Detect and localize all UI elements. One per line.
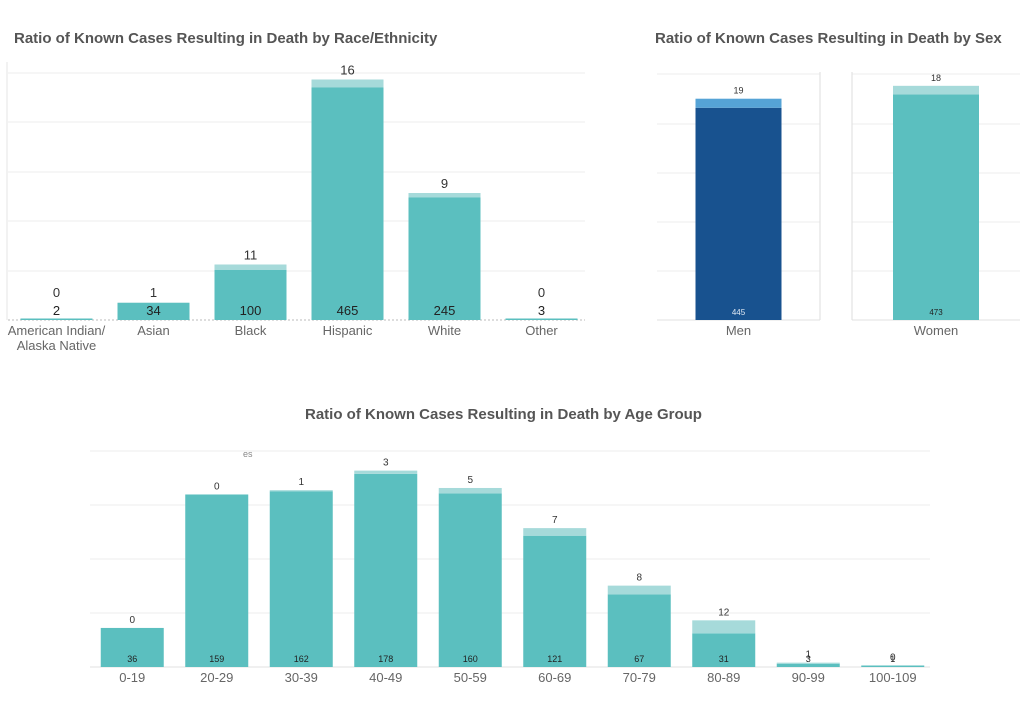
x-tick-label: Men (726, 323, 751, 338)
bar-cases-1 (117, 303, 190, 320)
cases-value-label: 121 (547, 654, 562, 664)
bar-cases-0 (100, 627, 164, 667)
sex-chart-title: Ratio of Known Cases Resulting in Death … (655, 30, 1002, 47)
bar-deaths-4 (438, 487, 502, 494)
x-tick-label: Asian (137, 323, 170, 338)
x-tick-label: 50-59 (454, 670, 487, 685)
cases-value-label: 473 (929, 308, 943, 317)
bar-deaths-3 (354, 470, 418, 474)
bar-deaths-1 (893, 85, 979, 95)
cases-value-label: 3 (538, 303, 545, 318)
bar-cases-3 (354, 473, 418, 667)
cases-value-label: 245 (434, 303, 456, 318)
deaths-value-label: 0 (538, 285, 545, 300)
bar-cases-0 (695, 107, 782, 321)
bar-deaths-0 (695, 98, 782, 108)
cases-value-label: 159 (209, 654, 224, 664)
bar-cases-9 (861, 665, 925, 667)
x-tick-label: 60-69 (538, 670, 571, 685)
x-tick-label: 30-39 (285, 670, 318, 685)
deaths-value-label: 0 (214, 481, 220, 492)
deaths-value-label: 0 (53, 285, 60, 300)
bar-cases-7 (692, 633, 756, 667)
x-tick-label: 100-109 (869, 670, 917, 685)
deaths-value-label: 0 (890, 653, 896, 664)
bar-deaths-1 (117, 302, 190, 303)
bar-cases-4 (408, 197, 481, 320)
bar-deaths-2 (269, 490, 333, 492)
race-chart-title: Ratio of Known Cases Resulting in Death … (14, 30, 438, 47)
bar-cases-2 (269, 491, 333, 667)
deaths-value-label: 18 (931, 73, 941, 83)
bar-deaths-2 (214, 264, 287, 270)
x-tick-label: Hispanic (323, 323, 373, 338)
bar-cases-8 (776, 663, 840, 667)
x-tick-label: 0-19 (119, 670, 145, 685)
x-tick-label: Black (235, 323, 267, 338)
bar-cases-5 (523, 535, 587, 667)
age-chart-title: Ratio of Known Cases Resulting in Death … (305, 406, 702, 423)
x-tick-label: 70-79 (623, 670, 656, 685)
cases-value-label: 162 (294, 654, 309, 664)
deaths-value-label: 11 (244, 248, 258, 263)
cases-value-label: 3 (806, 654, 811, 664)
bar-cases-4 (438, 493, 502, 667)
deaths-value-label: 1 (805, 650, 811, 661)
cases-value-label: 465 (337, 303, 359, 318)
bar-cases-0 (20, 318, 93, 320)
deaths-value-label: 9 (441, 176, 448, 191)
cases-value-label: 1 (890, 654, 895, 664)
x-tick-label: White (428, 323, 461, 338)
cases-value-label: 31 (719, 654, 729, 664)
cases-value-label: 100 (240, 303, 262, 318)
x-tick-label: 20-29 (200, 670, 233, 685)
cases-value-label: 36 (127, 654, 137, 664)
cases-value-label: 178 (378, 654, 393, 664)
x-tick-label: Alaska Native (17, 338, 96, 353)
x-tick-label: Women (914, 323, 959, 338)
x-tick-label: 80-89 (707, 670, 740, 685)
x-tick-label: American Indian/ (8, 323, 106, 338)
bar-deaths-3 (311, 79, 384, 88)
bar-cases-3 (311, 87, 384, 320)
deaths-value-label: 16 (340, 63, 354, 78)
bar-deaths-5 (523, 528, 587, 536)
x-tick-label: 90-99 (792, 670, 825, 685)
bar-deaths-8 (776, 662, 840, 664)
bar-cases-1 (893, 94, 979, 321)
deaths-value-label: 0 (129, 615, 135, 626)
deaths-value-label: 1 (298, 477, 304, 488)
bar-cases-5 (505, 318, 578, 320)
bar-cases-6 (607, 594, 671, 667)
bar-cases-1 (185, 494, 249, 667)
deaths-value-label: 5 (467, 475, 473, 486)
cases-value-label: 445 (732, 308, 746, 317)
deaths-value-label: 12 (718, 607, 730, 618)
bar-deaths-4 (408, 193, 481, 198)
stray-axis-fragment: es (243, 449, 253, 459)
bar-cases-2 (214, 270, 287, 320)
cases-value-label: 2 (53, 303, 60, 318)
deaths-value-label: 3 (383, 458, 389, 469)
bar-deaths-6 (607, 585, 671, 595)
x-tick-label: Other (525, 323, 558, 338)
x-tick-label: 40-49 (369, 670, 402, 685)
bar-deaths-7 (692, 620, 756, 634)
cases-value-label: 34 (146, 303, 160, 318)
cases-value-label: 67 (634, 654, 644, 664)
deaths-value-label: 19 (733, 86, 743, 96)
deaths-value-label: 1 (150, 285, 157, 300)
deaths-value-label: 8 (636, 573, 642, 584)
cases-value-label: 160 (463, 654, 478, 664)
deaths-value-label: 7 (552, 515, 558, 526)
